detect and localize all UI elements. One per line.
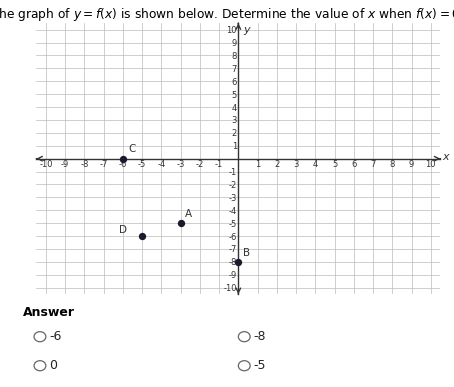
Point: [235, 259, 242, 265]
Text: C: C: [128, 144, 136, 154]
Text: A: A: [184, 209, 192, 219]
Text: Answer: Answer: [23, 306, 75, 319]
Point: [177, 220, 184, 226]
Text: 0: 0: [49, 359, 57, 372]
Point: [138, 233, 146, 239]
Text: The graph of $y = f(x)$ is shown below. Determine the value of $x$ when $f(x) = : The graph of $y = f(x)$ is shown below. …: [0, 6, 454, 23]
Text: D: D: [119, 225, 127, 235]
Text: -6: -6: [49, 330, 61, 343]
Text: -8: -8: [253, 330, 266, 343]
Text: $x$: $x$: [442, 152, 451, 162]
Text: -5: -5: [253, 359, 266, 372]
Text: $y$: $y$: [243, 24, 252, 36]
Point: [119, 156, 127, 162]
Text: B: B: [243, 248, 250, 258]
